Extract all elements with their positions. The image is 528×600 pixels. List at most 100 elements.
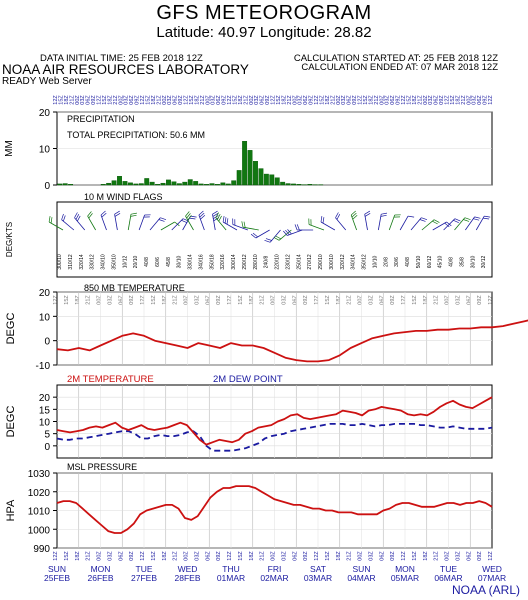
day-of-week-label: MON	[91, 564, 111, 574]
wind-barb-feather	[101, 212, 107, 218]
hour-label: 18Z	[64, 95, 70, 105]
wind-barb-feather	[186, 213, 191, 219]
hour-label: 12Z	[53, 551, 59, 561]
hour-label: 21Z	[434, 551, 440, 561]
precip-bar	[236, 170, 242, 186]
precip-bar	[263, 173, 269, 186]
hour-label: 18Z	[336, 295, 342, 305]
hour-label: 21Z	[260, 295, 266, 305]
hour-label: 12Z	[314, 295, 320, 305]
wind-barb-feather	[265, 238, 272, 241]
hour-label: 06Z	[477, 95, 483, 105]
precip-bar	[209, 183, 215, 186]
wind-barb-feather	[61, 213, 64, 220]
wind-value-label: 10/10	[372, 256, 378, 269]
wind-barb-feather	[218, 215, 222, 222]
wind-barb-feather	[241, 221, 244, 228]
hour-label: 03Z	[368, 295, 374, 305]
precip-bar	[155, 184, 161, 186]
wind-value-label: 30/10	[177, 256, 183, 269]
hour-label: 12Z	[227, 295, 233, 305]
precip-bar	[122, 181, 128, 186]
precip-bar	[280, 181, 286, 186]
wind-barb-feather	[190, 215, 197, 218]
hour-label: 15Z	[64, 295, 70, 305]
precip-bar	[106, 182, 112, 186]
wind-value-label: 350/18	[209, 254, 215, 270]
hour-label: 03Z	[194, 551, 200, 561]
wind-barb-feather	[408, 215, 415, 218]
wind-panel-frame	[56, 201, 493, 278]
wind-value-label: 20/8	[383, 257, 389, 267]
y-tick-label: 5	[44, 430, 50, 441]
wind-value-label: 350/10	[111, 254, 117, 270]
wind-barb-feather	[433, 219, 440, 223]
wind-barb	[320, 221, 336, 231]
hour-label: 15Z	[189, 95, 195, 105]
wind-barb	[149, 217, 161, 231]
hour-label: 18Z	[423, 551, 429, 561]
temperature-2m-line	[56, 396, 493, 446]
wind-barb	[74, 217, 86, 231]
wind-barb-feather	[473, 218, 480, 221]
wind-value-label: 240/8	[264, 256, 270, 269]
hour-label: 03Z	[455, 551, 461, 561]
hour-label: 21Z	[260, 551, 266, 561]
y-tick-label: 0	[44, 181, 50, 192]
y-tick-label: 0	[44, 442, 50, 453]
date-label: 06MAR	[434, 573, 462, 583]
precip-bar	[68, 184, 74, 186]
wind-barb	[232, 224, 249, 231]
calculation-ended: CALCULATION ENDED AT: 07 MAR 2018 12Z	[301, 62, 498, 73]
date-label: 02MAR	[260, 573, 288, 583]
wind-barb-feather	[264, 239, 271, 243]
precip-bar	[214, 184, 220, 186]
wind-barb	[269, 229, 281, 243]
hour-label: 15Z	[276, 95, 282, 105]
hour-label: 15Z	[102, 95, 108, 105]
y-tick-label: 15	[39, 405, 51, 416]
wind-barb-feather	[364, 213, 371, 217]
wind-barb-feather	[464, 217, 471, 221]
y-tick-label: 20	[39, 393, 51, 404]
day-of-week-label: WED	[482, 564, 502, 574]
wind-barb-feather	[100, 210, 106, 216]
hour-label: 09Z	[477, 295, 483, 305]
wind-barb-feather	[273, 237, 280, 241]
wind-barb-feather	[380, 214, 387, 217]
temp850-line	[56, 319, 528, 363]
location-coordinates: Latitude: 40.97 Longitude: 28.82	[156, 24, 372, 41]
hour-label: 21Z	[287, 95, 293, 105]
hour-label: 12Z	[97, 95, 103, 105]
wind-barb-feather	[76, 215, 81, 222]
wind-value-label: 30/10	[470, 256, 476, 269]
hour-label: 18Z	[238, 95, 244, 105]
hour-label: 03Z	[455, 295, 461, 305]
hour-label: 21Z	[374, 95, 380, 105]
wind-value-label: 30/12	[481, 256, 487, 269]
wind-value-label: 270/12	[307, 254, 313, 270]
footer-credit: NOAA (ARL)	[451, 583, 520, 597]
hour-label: 21Z	[173, 295, 179, 305]
hour-label: 12Z	[445, 95, 451, 105]
hour-label: 12Z	[227, 95, 233, 105]
wind-barb	[454, 217, 466, 231]
hour-label: 00Z	[271, 551, 277, 561]
hour-label: 06Z	[260, 95, 266, 105]
wind-barb-feather	[222, 216, 225, 223]
date-label: 25FEB	[44, 573, 70, 583]
hour-label: 06Z	[292, 551, 298, 561]
precip-bar	[117, 176, 122, 186]
hour-label: 12Z	[53, 95, 59, 105]
hour-label: 15Z	[58, 95, 64, 105]
hour-label: 00Z	[466, 95, 472, 105]
hour-label: 21Z	[69, 95, 75, 105]
wind-barb	[138, 214, 145, 231]
wind-barb-feather	[75, 214, 80, 220]
hour-label: 21Z	[113, 95, 119, 105]
hour-label: 03Z	[281, 295, 287, 305]
wind-barb-feather	[174, 221, 180, 227]
precip-bar	[269, 174, 275, 186]
hour-label: 00Z	[184, 551, 190, 561]
hour-label: 06Z	[434, 95, 440, 105]
